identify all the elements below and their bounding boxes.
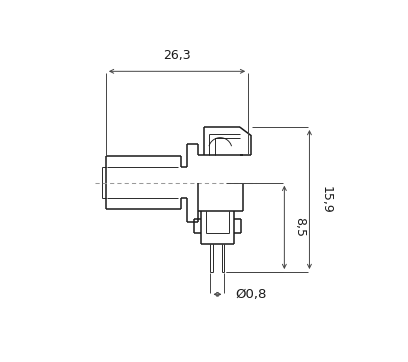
Text: 26,3: 26,3 — [163, 49, 191, 62]
Text: Ø0,8: Ø0,8 — [235, 288, 267, 301]
Text: 15,9: 15,9 — [319, 186, 332, 214]
Text: 8,5: 8,5 — [293, 218, 306, 237]
